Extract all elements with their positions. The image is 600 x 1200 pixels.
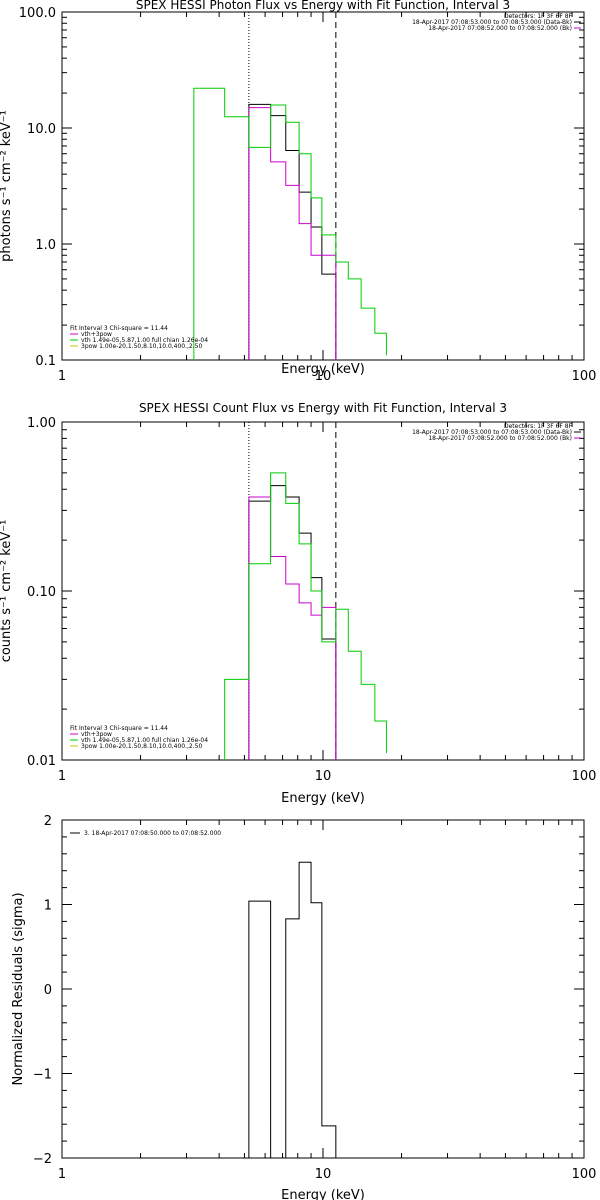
y-tick-label: 100.0: [19, 6, 56, 21]
plot-title: SPEX HESSI Photon Flux vs Energy with Fi…: [136, 0, 510, 12]
info-text: 18-Apr-2017 07:08:53.000 to 07:08:53.000…: [412, 429, 572, 436]
panel-3: 1 10 100 −2 −1 0 1 2 Energy (keV) Normalized Resi…: [11, 814, 596, 1200]
y-tick-label: 0.01: [27, 754, 56, 769]
y-tick-label: 10.0: [27, 122, 56, 137]
x-tick-label: 10: [315, 369, 332, 384]
x-tick-label: 10: [315, 769, 332, 784]
legend-entry: vth+3pow: [81, 331, 112, 338]
y-tick-label: 1: [44, 899, 52, 914]
plot-frame: [61, 421, 585, 761]
y-tick-label: 1.0: [35, 238, 56, 253]
y-tick-label: 0: [44, 983, 52, 998]
legend-entry: vth+3pow: [81, 731, 112, 738]
plot-frame: [61, 819, 585, 1159]
series-1-histogram: [248, 861, 337, 1159]
plot-frame: [61, 11, 585, 361]
x-axis-label: Energy (keV): [281, 791, 365, 806]
series-3-histogram: [224, 472, 387, 760]
y-tick-label: 2: [44, 814, 52, 829]
legend-entry: vth 1.49e-05,5.87,1.00 full chian 1.26e-…: [81, 737, 208, 744]
series-1-histogram: [248, 485, 337, 760]
legend-header: Fit Interval 3 Chi-square = 11.44: [70, 725, 168, 732]
x-tick-label: 1: [58, 1167, 66, 1182]
info-text: 18-Apr-2017 07:08:52.000 to 07:08:52.000…: [428, 435, 572, 442]
plot-title: SPEX HESSI Count Flux vs Energy with Fit…: [139, 401, 507, 415]
series-2-histogram: [248, 496, 337, 760]
y-tick-label: −1: [33, 1068, 52, 1083]
x-tick-label: 1: [58, 369, 66, 384]
y-tick-label: 1.00: [27, 416, 56, 431]
panel-1: 1 10 100 0.1 1.0 10.0 100.0 SPEX HESSI Photon F…: [0, 0, 596, 384]
y-tick-label: 0.10: [27, 585, 56, 600]
info-text: 18-Apr-2017 07:08:53.000 to 07:08:53.000…: [412, 19, 572, 26]
legend-entry: 3pow 1.00e-20,1.50,8.10,10.0,400.,2.50: [81, 343, 202, 350]
y-axis-label: Normalized Residuals (sigma): [11, 892, 26, 1085]
panel-2: 1 10 100 0.01 0.10 1.00 SPEX HESSI Count Flux …: [0, 401, 596, 806]
x-tick-label: 100: [572, 769, 597, 784]
info-text: 18-Apr-2017 07:08:52.000 to 07:08:52.000…: [428, 25, 572, 32]
x-axis-label: Energy (keV): [281, 1188, 365, 1200]
info-text: Detectors: 1F 3F 6F 8F: [504, 423, 573, 430]
y-axis-label: photons s⁻¹ cm⁻² keV⁻¹: [0, 110, 14, 262]
x-tick-label: 10: [315, 1167, 332, 1182]
legend-entry: 3. 18-Apr-2017 07:08:50.000 to 07:08:52.…: [84, 830, 221, 837]
x-tick-label: 100: [572, 1167, 597, 1182]
y-tick-label: −2: [33, 1152, 52, 1167]
x-tick-label: 100: [572, 369, 597, 384]
series-1-histogram: [248, 103, 337, 360]
legend-entry: 3pow 1.00e-20,1.50,8.10,10.0,400.,2.50: [81, 743, 202, 750]
series-2-histogram: [248, 107, 337, 360]
y-axis-label: counts s⁻¹ cm⁻² keV⁻¹: [0, 520, 14, 663]
series-3-histogram: [193, 87, 387, 360]
info-text: Detectors: 1F 3F 6F 8F: [504, 13, 573, 20]
x-axis-label: Energy (keV): [281, 362, 365, 377]
x-tick-label: 1: [58, 769, 66, 784]
y-tick-label: 0.1: [35, 354, 56, 369]
legend-entry: vth 1.49e-05,5.87,1.00 full chian 1.26e-…: [81, 337, 208, 344]
legend-header: Fit Interval 3 Chi-square = 11.44: [70, 325, 168, 332]
